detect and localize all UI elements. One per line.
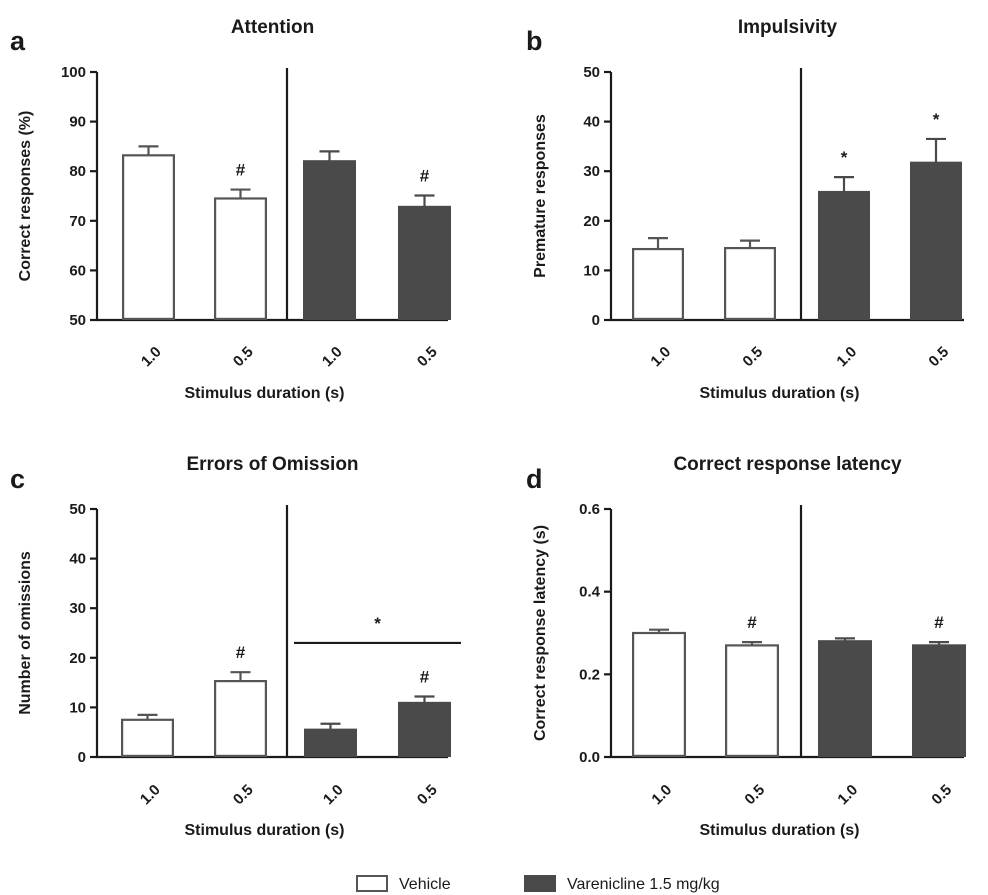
x-category-label: 0.5 (414, 343, 441, 370)
panel-b: b Impulsivity Premature responses 0 10 20 30 40… (526, 17, 964, 402)
x-category-label: 1.0 (137, 781, 164, 808)
x-category-label: 0.5 (414, 781, 441, 808)
y-tick-label: 0 (592, 312, 600, 329)
panel-d: d Correct response latency Correct respons… (526, 454, 966, 839)
significance-marker: # (420, 667, 430, 686)
panel-letter: b (526, 26, 543, 56)
legend-swatch-vehicle (356, 875, 388, 892)
bar-vehicle (120, 718, 174, 757)
y-axis-label: Number of omissions (17, 551, 34, 715)
y-axis-label: Premature responses (532, 114, 549, 278)
panel-letter: d (526, 464, 543, 494)
significance-marker: # (236, 161, 246, 180)
chart-title: Impulsivity (738, 17, 838, 38)
y-tick-label: 0 (78, 749, 86, 766)
x-category-label: 0.5 (230, 343, 257, 370)
bar-varenicline (817, 640, 872, 757)
x-category-label: 0.5 (739, 343, 766, 370)
significance-marker: # (934, 613, 944, 632)
x-category-label: 1.0 (320, 781, 347, 808)
legend-label-vehicle: Vehicle (399, 876, 451, 893)
x-category-label: 1.0 (834, 781, 861, 808)
y-tick-label: 60 (69, 262, 86, 279)
bar-varenicline (398, 205, 452, 321)
y-tick-label: 70 (69, 213, 86, 230)
legend-label-varenicline: Varenicline 1.5 mg/kg (567, 876, 720, 893)
y-tick-label: 0.2 (579, 666, 600, 683)
y-tick-label: 30 (583, 163, 600, 180)
bar-varenicline (817, 190, 870, 320)
y-tick-label: 20 (69, 650, 86, 667)
x-category-label: 1.0 (833, 343, 860, 370)
x-category-label: 1.0 (647, 343, 674, 370)
y-tick-label: 20 (583, 213, 600, 230)
x-axis-label: Stimulus duration (s) (185, 385, 345, 402)
y-tick-label: 50 (69, 501, 86, 518)
panel-letter: c (10, 464, 25, 494)
y-tick-label: 0.4 (579, 584, 601, 601)
y-tick-label: 10 (583, 262, 600, 279)
y-tick-label: 50 (69, 312, 86, 329)
y-tick-label: 0.6 (579, 501, 600, 518)
bar-vehicle (631, 631, 686, 758)
significance-marker: * (374, 614, 381, 633)
significance-marker: # (420, 167, 430, 186)
y-axis-label: Correct responses (%) (17, 111, 34, 282)
x-axis-label: Stimulus duration (s) (700, 822, 860, 839)
bar-varenicline (909, 161, 962, 321)
significance-marker: * (841, 148, 848, 167)
y-tick-label: 90 (69, 114, 86, 131)
x-axis-label: Stimulus duration (s) (185, 822, 345, 839)
y-tick-label: 10 (69, 699, 86, 716)
significance-marker: # (236, 643, 246, 662)
x-axis-label: Stimulus duration (s) (700, 385, 860, 402)
bar-vehicle (723, 246, 776, 321)
significance-marker: * (933, 110, 940, 129)
bar-vehicle (724, 644, 779, 758)
bar-vehicle (214, 680, 268, 758)
bar-varenicline (304, 728, 358, 757)
y-tick-label: 100 (61, 64, 86, 81)
significance-marker: # (747, 613, 757, 632)
x-category-label: 0.5 (925, 343, 952, 370)
x-category-label: 0.5 (928, 781, 955, 808)
y-tick-label: 0.0 (579, 749, 600, 766)
bar-vehicle (121, 154, 175, 321)
y-tick-label: 40 (583, 114, 600, 131)
chart-title: Errors of Omission (186, 454, 358, 475)
legend: Vehicle Varenicline 1.5 mg/kg (356, 875, 720, 893)
y-tick-label: 80 (69, 163, 86, 180)
bar-varenicline (398, 701, 452, 757)
x-category-label: 1.0 (319, 343, 346, 370)
x-category-label: 1.0 (648, 781, 675, 808)
chart-title: Attention (231, 17, 314, 38)
y-axis-label: Correct response latency (s) (532, 525, 549, 741)
bar-varenicline (303, 160, 357, 320)
bar-vehicle (214, 197, 268, 320)
panel-a: a Attention Correct responses (%) 50 60 70 80 9… (10, 17, 452, 402)
y-tick-label: 40 (69, 551, 86, 568)
y-tick-label: 50 (583, 64, 600, 81)
chart-title: Correct response latency (673, 454, 902, 475)
panel-letter: a (10, 26, 26, 56)
legend-swatch-varenicline (524, 875, 556, 892)
x-category-label: 1.0 (138, 343, 165, 370)
x-category-label: 0.5 (741, 781, 768, 808)
y-tick-label: 30 (69, 600, 86, 617)
x-category-label: 0.5 (230, 781, 257, 808)
bar-varenicline (911, 644, 966, 758)
panel-c: c Errors of Omission Number of omissions 0 1… (10, 454, 461, 839)
bar-vehicle (631, 247, 684, 321)
